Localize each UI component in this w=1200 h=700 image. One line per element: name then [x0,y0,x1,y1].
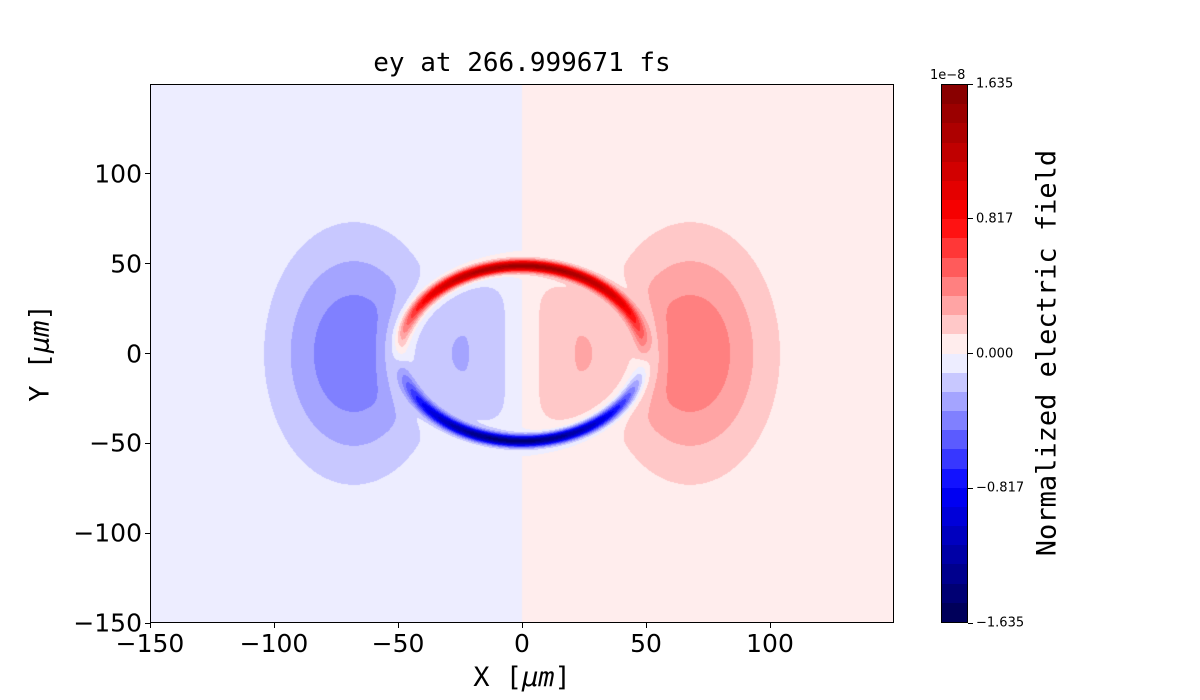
x-tick [521,623,523,628]
x-axis-label: X [μm] [473,662,571,693]
x-tick [397,623,399,628]
y-tick [145,532,150,534]
y-tick-label: 0 [126,339,142,368]
colorbar-tick [968,487,973,489]
x-tick-label: 100 [746,629,794,658]
colorbar-band [942,352,967,373]
y-tick [145,173,150,175]
colorbar-band [942,275,967,296]
x-tick [645,623,647,628]
colorbar-exponent: 1e−8 [930,68,966,83]
colorbar-tick [968,218,973,220]
y-tick-label: 50 [110,249,142,279]
x-tick [149,623,151,628]
x-tick-label: −50 [371,629,425,658]
colorbar-band [942,582,967,603]
y-axis-label: Y [μm] [24,304,56,402]
colorbar-band [942,122,967,143]
colorbar-band [942,179,967,201]
y-tick-label: −150 [73,608,142,638]
y-tick [145,622,150,624]
chart-title: ey at 266.999671 fs [373,48,671,78]
colorbar-band [942,333,967,354]
colorbar-band [942,467,967,488]
colorbar [941,84,968,623]
colorbar-tick-label: 0.000 [976,346,1014,361]
colorbar-band [942,256,967,277]
y-tick-label: −50 [89,428,142,458]
colorbar-tick-label: 0.817 [976,211,1014,227]
y-tick [145,442,150,444]
colorbar-band [942,294,967,316]
colorbar-band [942,371,967,392]
y-tick-label: −100 [73,518,142,548]
x-tick-label: 0 [514,629,530,658]
colorbar-band [942,390,967,412]
colorbar-label: Normalized electric field [1031,149,1063,557]
colorbar-tick [968,622,973,624]
colorbar-band [942,505,967,527]
colorbar-tick-label: −1.635 [976,615,1025,631]
plot-area [150,84,894,623]
x-tick-label: −150 [115,629,185,658]
y-tick-label: 100 [94,159,142,189]
colorbar-tick [968,353,973,354]
colorbar-band [942,409,967,431]
colorbar-band [942,237,967,258]
x-tick-label: −100 [239,629,309,658]
colorbar-band [942,563,967,584]
y-tick [145,353,150,354]
x-tick [769,623,771,628]
x-tick [273,623,275,628]
colorbar-band [942,429,967,450]
colorbar-band [942,199,967,220]
colorbar-band [942,525,967,546]
colorbar-band [942,218,967,239]
colorbar-band [942,448,967,469]
colorbar-band [942,544,967,565]
colorbar-tick-label: −0.817 [976,480,1025,496]
x-tick-label: 50 [630,629,662,658]
colorbar-tick-label: 1.635 [976,76,1014,92]
colorbar-band [942,85,967,105]
y-tick [145,263,150,265]
colorbar-tick [968,83,973,85]
colorbar-band [942,141,967,162]
colorbar-band [942,601,967,622]
colorbar-band [942,486,967,507]
colorbar-band [942,160,967,181]
colorbar-band [942,103,967,124]
colorbar-band [942,314,967,335]
field-contour-map [151,85,893,622]
